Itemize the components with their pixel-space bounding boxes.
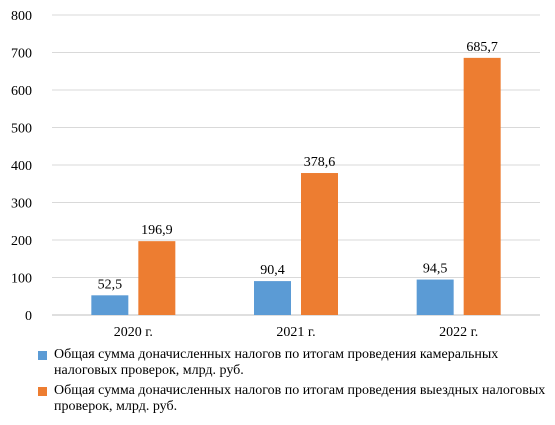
y-tick-label: 600 bbox=[11, 84, 32, 99]
data-label-vyezd-3: 685,7 bbox=[466, 40, 498, 55]
legend-swatch-kameral bbox=[38, 351, 47, 360]
data-label-kameral-3: 94,5 bbox=[423, 262, 448, 277]
y-tick-label: 400 bbox=[11, 159, 32, 174]
y-tick-label: 800 bbox=[11, 9, 32, 24]
legend: Общая сумма доначисленных налогов по ито… bbox=[38, 347, 548, 419]
bar-vyezd-1 bbox=[138, 241, 176, 315]
legend-item-vyezd: Общая сумма доначисленных налогов по ито… bbox=[38, 383, 548, 415]
bars bbox=[91, 57, 501, 316]
legend-label-vyezd: Общая сумма доначисленных налогов по ито… bbox=[54, 383, 546, 414]
y-tick-label: 500 bbox=[11, 122, 32, 137]
x-axis-ticks: 2020 г. 2021 г. 2022 г. bbox=[114, 325, 479, 340]
data-label-kameral-2: 90,4 bbox=[260, 263, 285, 278]
y-tick-label: 700 bbox=[11, 47, 32, 62]
bar-kameral-3 bbox=[416, 279, 454, 315]
data-label-vyezd-1: 196,9 bbox=[141, 223, 173, 238]
bar-kameral-2 bbox=[254, 281, 291, 315]
legend-swatch-vyezd bbox=[38, 387, 47, 396]
y-tick-label: 0 bbox=[25, 309, 32, 324]
bar-kameral-1 bbox=[91, 295, 129, 315]
y-tick-label: 200 bbox=[11, 234, 32, 249]
bar-vyezd-3 bbox=[463, 57, 501, 316]
data-labels: 52,5 196,9 90,4 378,6 94,5 685,7 bbox=[98, 40, 498, 292]
y-tick-label: 100 bbox=[11, 272, 32, 287]
bar-chart: 0 100 200 300 400 500 600 700 800 52,5 196,9 90,4 3… bbox=[11, 9, 540, 340]
x-tick-label: 2020 г. bbox=[114, 325, 153, 340]
data-label-kameral-1: 52,5 bbox=[98, 277, 123, 292]
gridlines bbox=[52, 14, 540, 316]
data-label-vyezd-2: 378,6 bbox=[304, 155, 336, 170]
y-axis-ticks: 0 100 200 300 400 500 600 700 800 bbox=[11, 9, 32, 324]
y-tick-label: 300 bbox=[11, 197, 32, 212]
legend-label-kameral: Общая сумма доначисленных налогов по ито… bbox=[54, 347, 499, 378]
bar-vyezd-2 bbox=[301, 173, 338, 315]
x-tick-label: 2021 г. bbox=[276, 325, 315, 340]
x-tick-label: 2022 г. bbox=[439, 325, 478, 340]
legend-item-kameral: Общая сумма доначисленных налогов по ито… bbox=[38, 347, 548, 379]
